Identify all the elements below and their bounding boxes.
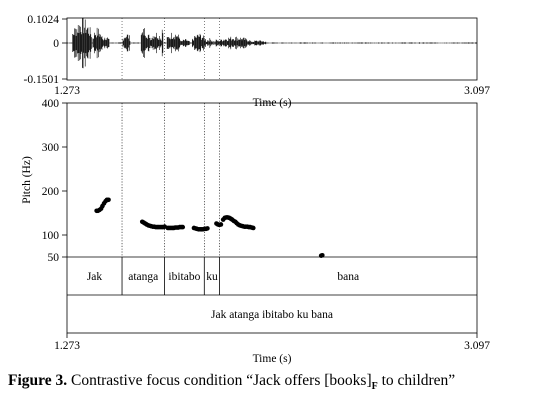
pitch-panel: 50 100 200 300 400 Jak atanga ibitabo ku bana Ja… [21, 98, 490, 365]
pitch-point [205, 226, 210, 231]
pitch-y-tick-label: 300 [42, 142, 60, 154]
waveform-min-label: -0.1501 [24, 74, 60, 86]
pitch-point [218, 222, 224, 227]
word-label: atanga [128, 271, 158, 283]
pitch-point [106, 197, 111, 203]
pitch-points [94, 197, 325, 258]
waveform-x-end-label: 3.097 [464, 85, 490, 97]
pitch-y-tick-label: 200 [42, 186, 60, 198]
pitch-y-axis: 50 100 200 300 400 [42, 98, 67, 264]
pitch-point [251, 225, 256, 231]
figure-caption: Figure 3. Contrastive focus condition “J… [8, 372, 538, 392]
waveform-zero-label: 0 [53, 38, 59, 50]
figure-number: Figure 3. [8, 372, 68, 389]
word-label: bana [337, 271, 359, 283]
word-label: ibitabo [168, 271, 200, 283]
waveform-panel: 0.1024 0 -0.1501 1.273 3.097 Time (s) [24, 14, 491, 109]
caption-text-after: to children” [377, 372, 456, 389]
pitch-y-tick-label: 100 [42, 230, 60, 242]
pitch-y-tick-label: 50 [48, 252, 60, 264]
pitch-y-tick-label: 400 [42, 98, 60, 110]
pitch-x-axis-label: Time (s) [253, 353, 292, 365]
pitch-point [320, 252, 325, 258]
waveform-x-start-label: 1.273 [54, 85, 80, 97]
word-tier: Jak atanga ibitabo ku bana [87, 271, 359, 283]
pitch-y-axis-label: Pitch (Hz) [21, 156, 33, 204]
focus-subscript: F [371, 381, 378, 393]
pitch-point [180, 224, 186, 230]
waveform-max-label: 0.1024 [27, 14, 59, 26]
pitch-x-end-label: 3.097 [464, 340, 490, 352]
pitch-x-start-label: 1.273 [54, 340, 80, 352]
sentence-tier: Jak atanga ibitabo ku bana [211, 309, 333, 321]
word-label: ku [206, 271, 218, 283]
segment-boundaries [121, 103, 220, 295]
sentence-label: Jak atanga ibitabo ku bana [211, 309, 333, 321]
pitch-frame [66, 102, 478, 334]
caption-text-before: Contrastive focus condition “Jack offers… [67, 372, 372, 389]
waveform-frame [66, 17, 478, 81]
waveform-trace [66, 17, 477, 69]
word-label: Jak [87, 271, 103, 283]
